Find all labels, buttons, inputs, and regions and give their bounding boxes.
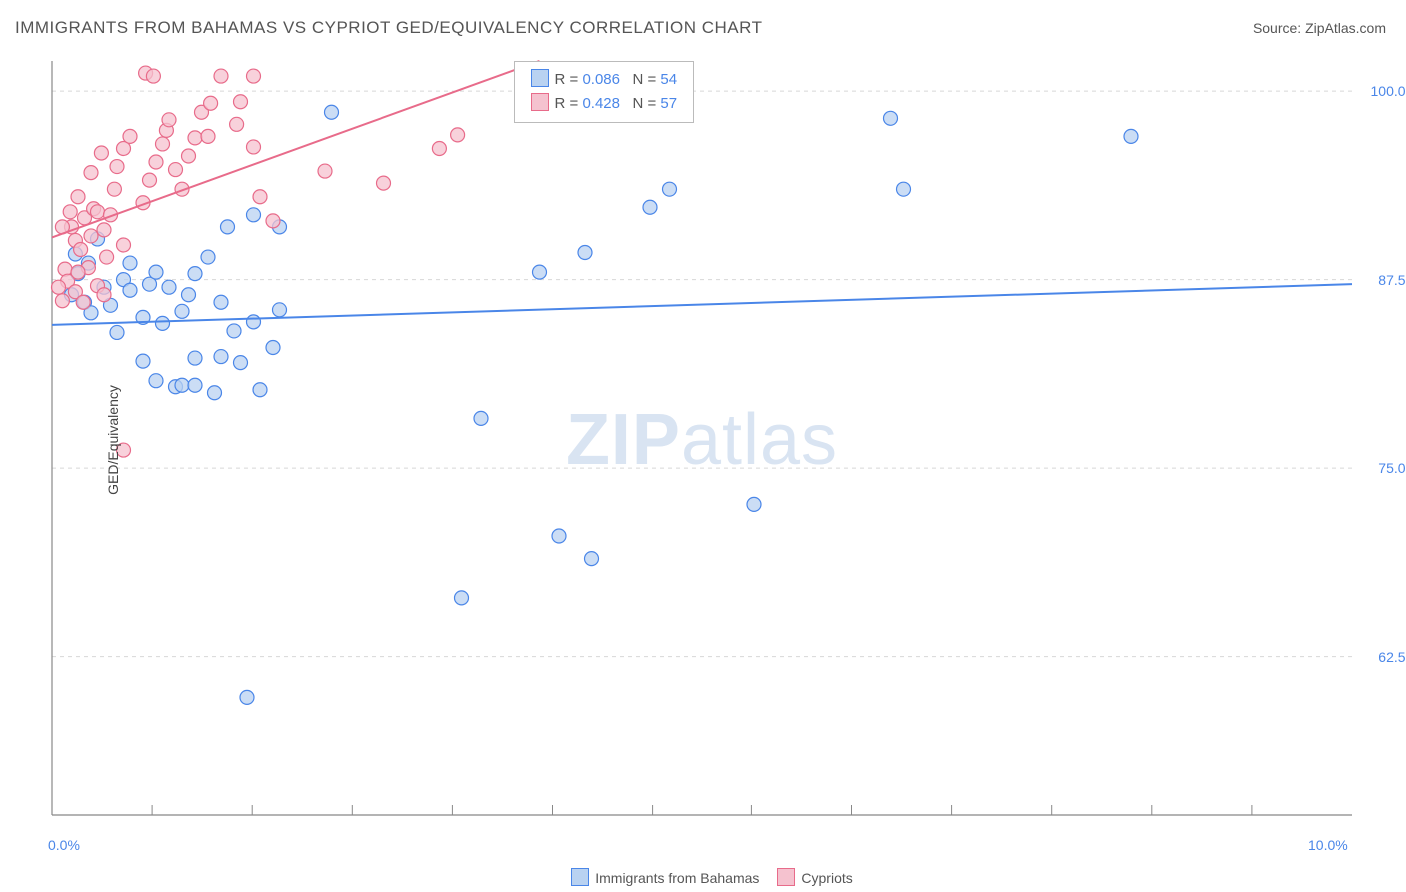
- legend-label: Cypriots: [801, 870, 852, 886]
- plot-svg: [46, 55, 1358, 825]
- legend-swatch: [777, 868, 795, 886]
- legend-swatch: [571, 868, 589, 886]
- scatter-plot: ZIPatlas GED/Equivalency 62.5%75.0%87.5%…: [46, 55, 1358, 825]
- source-prefix: Source:: [1253, 20, 1305, 36]
- source-credit: Source: ZipAtlas.com: [1253, 20, 1386, 36]
- y-tick-label: 87.5%: [1378, 272, 1406, 288]
- chart-title: IMMIGRANTS FROM BAHAMAS VS CYPRIOT GED/E…: [15, 18, 762, 38]
- x-tick-label: 10.0%: [1308, 837, 1348, 853]
- y-tick-label: 100.0%: [1371, 83, 1406, 99]
- source-name: ZipAtlas.com: [1305, 20, 1386, 36]
- y-tick-label: 62.5%: [1378, 649, 1406, 665]
- x-tick-label: 0.0%: [48, 837, 80, 853]
- legend-label: Immigrants from Bahamas: [595, 870, 759, 886]
- bottom-legend: Immigrants from Bahamas Cypriots: [0, 868, 1406, 886]
- y-axis-label: GED/Equivalency: [105, 385, 121, 495]
- y-tick-label: 75.0%: [1378, 460, 1406, 476]
- correlation-stat-box: R = 0.086 N = 54R = 0.428 N = 57: [514, 61, 695, 123]
